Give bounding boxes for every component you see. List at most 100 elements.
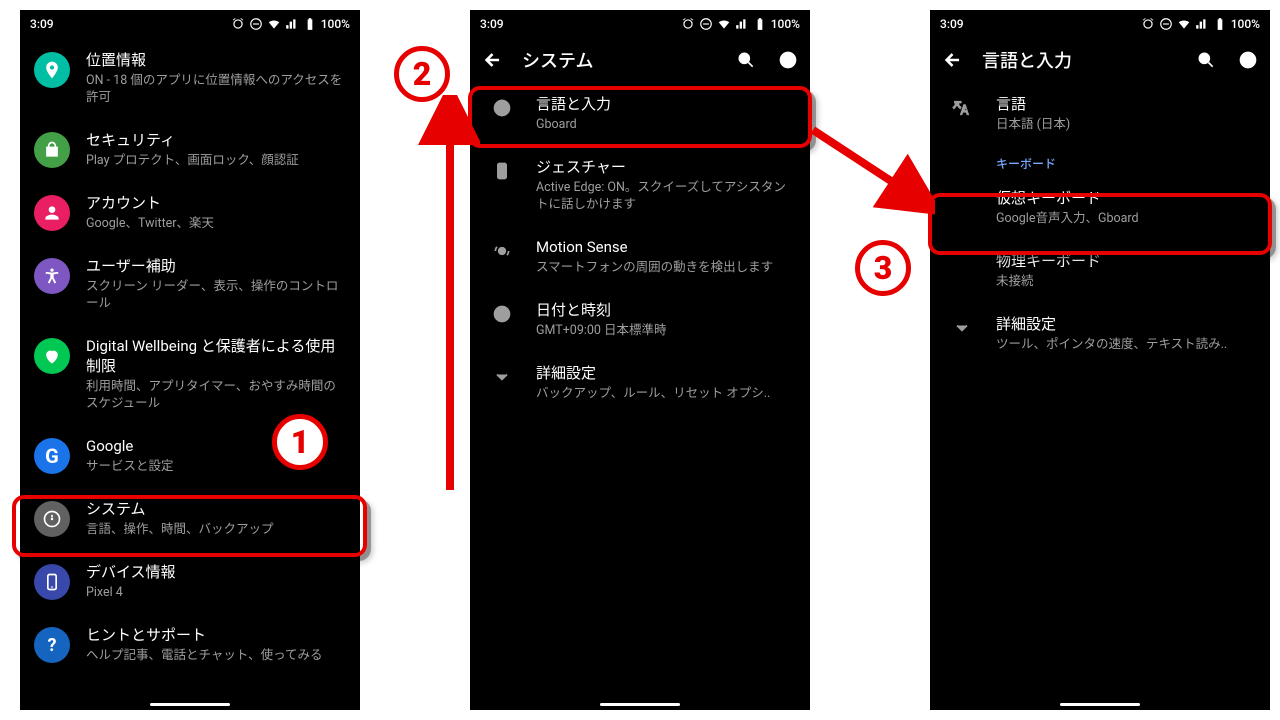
wifi-icon xyxy=(717,17,731,31)
row-title: 物理キーボード xyxy=(996,251,1256,271)
phone-screenshot-3: 3:09 100% 言語と入力 ? 言語 日本語 (日本) キーボード xyxy=(930,10,1270,710)
dnd-icon xyxy=(249,17,263,31)
battery-icon xyxy=(1213,17,1227,31)
row-title: 詳細設定 xyxy=(996,314,1256,334)
row-title: 日付と時刻 xyxy=(536,300,796,320)
status-battery: 100% xyxy=(771,17,800,31)
row-subtitle: スクリーン リーダー、表示、操作のコントロール xyxy=(86,278,346,312)
status-bar: 3:09 100% xyxy=(930,10,1270,38)
back-button[interactable] xyxy=(480,48,504,72)
row-subtitle: バックアップ、ルール、リセット オプシ.. xyxy=(536,385,796,402)
settings-item-security[interactable]: セキュリティ Play プロテクト、画面ロック、顔認証 xyxy=(20,118,360,181)
lang-item-virtual-keyboard[interactable]: 仮想キーボード Google音声入力、Gboard xyxy=(930,176,1270,239)
settings-item-system[interactable]: システム 言語、操作、時間、バックアップ xyxy=(20,487,360,550)
system-icon xyxy=(34,501,70,537)
wifi-icon xyxy=(1177,17,1191,31)
dnd-icon xyxy=(1159,17,1173,31)
annotation-circle-3: 3 xyxy=(855,240,911,296)
settings-item-help[interactable]: ? ヒントとサポート ヘルプ記事、電話とチャット、使ってみる xyxy=(20,613,360,676)
battery-icon xyxy=(303,17,317,31)
google-icon: G xyxy=(34,438,70,474)
row-title: 仮想キーボード xyxy=(996,188,1256,208)
row-title: システム xyxy=(86,499,346,519)
row-title: 詳細設定 xyxy=(536,363,796,383)
device-icon xyxy=(34,564,70,600)
row-subtitle: Gboard xyxy=(536,116,796,133)
row-subtitle: Active Edge: ON。スクイーズしてアシスタントに話しかけます xyxy=(536,179,796,213)
row-subtitle: Pixel 4 xyxy=(86,584,346,601)
lang-item-language[interactable]: 言語 日本語 (日本) xyxy=(930,82,1270,145)
row-subtitle: GMT+09:00 日本標準時 xyxy=(536,322,796,339)
signal-icon xyxy=(285,17,299,31)
clock-icon xyxy=(484,302,520,326)
system-item-language[interactable]: 言語と入力 Gboard xyxy=(470,82,810,145)
row-subtitle: Google音声入力、Gboard xyxy=(996,210,1256,227)
row-subtitle: スマートフォンの周囲の動きを検出します xyxy=(536,259,796,276)
row-subtitle: ヘルプ記事、電話とチャット、使ってみる xyxy=(86,647,346,664)
system-item-motion[interactable]: Motion Sense スマートフォンの周囲の動きを検出します xyxy=(470,225,810,288)
help-button[interactable]: ? xyxy=(776,48,800,72)
translate-icon xyxy=(944,96,980,120)
search-button[interactable] xyxy=(1194,48,1218,72)
settings-item-wellbeing[interactable]: Digital Wellbeing と保護者による使用制限 利用時間、アプリタイ… xyxy=(20,324,360,424)
annotation-arrow-2-3 xyxy=(805,120,935,220)
account-icon xyxy=(34,195,70,231)
settings-item-accessibility[interactable]: ユーザー補助 スクリーン リーダー、表示、操作のコントロール xyxy=(20,244,360,324)
row-title: デバイス情報 xyxy=(86,562,346,582)
globe-icon xyxy=(484,96,520,120)
nav-handle[interactable] xyxy=(1060,703,1140,706)
status-bar: 3:09 100% xyxy=(470,10,810,38)
settings-item-google[interactable]: G Google サービスと設定 xyxy=(20,424,360,487)
row-title: Motion Sense xyxy=(536,237,796,257)
lang-item-advanced[interactable]: 詳細設定 ツール、ポインタの速度、テキスト読み.. xyxy=(930,302,1270,365)
row-title: アカウント xyxy=(86,193,346,213)
row-title: ユーザー補助 xyxy=(86,256,346,276)
row-title: ヒントとサポート xyxy=(86,625,346,645)
settings-item-account[interactable]: アカウント Google、Twitter、楽天 xyxy=(20,181,360,244)
row-title: 位置情報 xyxy=(86,50,346,70)
system-item-date[interactable]: 日付と時刻 GMT+09:00 日本標準時 xyxy=(470,288,810,351)
status-icons: 100% xyxy=(1141,17,1260,31)
location-icon xyxy=(34,52,70,88)
alarm-icon xyxy=(231,17,245,31)
settings-item-location[interactable]: 位置情報 ON - 18 個のアプリに位置情報へのアクセスを許可 xyxy=(20,38,360,118)
row-title: Digital Wellbeing と保護者による使用制限 xyxy=(86,336,346,376)
row-subtitle: Google、Twitter、楽天 xyxy=(86,215,346,232)
back-button[interactable] xyxy=(940,48,964,72)
row-title: 言語 xyxy=(996,94,1256,114)
settings-item-device[interactable]: デバイス情報 Pixel 4 xyxy=(20,550,360,613)
row-subtitle: 利用時間、アプリタイマー、おやすみ時間のスケジュール xyxy=(86,378,346,412)
page-title: システム xyxy=(522,47,716,73)
status-time: 3:09 xyxy=(940,17,964,31)
app-bar: システム ? xyxy=(470,38,810,82)
phone-screenshot-1: 3:09 100% 位置情報 ON - 18 個のアプリに位置情報へのアクセスを… xyxy=(20,10,360,710)
row-title: セキュリティ xyxy=(86,130,346,150)
system-item-gesture[interactable]: ジェスチャー Active Edge: ON。スクイーズしてアシスタントに話しか… xyxy=(470,145,810,225)
signal-icon xyxy=(735,17,749,31)
gesture-icon xyxy=(484,159,520,183)
system-item-advanced[interactable]: 詳細設定 バックアップ、ルール、リセット オプシ.. xyxy=(470,351,810,414)
nav-handle[interactable] xyxy=(150,703,230,706)
status-time: 3:09 xyxy=(30,17,54,31)
signal-icon xyxy=(1195,17,1209,31)
row-subtitle: Play プロテクト、画面ロック、顔認証 xyxy=(86,152,346,169)
row-subtitle: ON - 18 個のアプリに位置情報へのアクセスを許可 xyxy=(86,72,346,106)
page-title: 言語と入力 xyxy=(982,47,1176,73)
accessibility-icon xyxy=(34,258,70,294)
search-button[interactable] xyxy=(734,48,758,72)
row-title: 言語と入力 xyxy=(536,94,796,114)
status-icons: 100% xyxy=(231,17,350,31)
motion-icon xyxy=(484,239,520,263)
svg-text:?: ? xyxy=(785,54,790,67)
lang-item-physical-keyboard[interactable]: 物理キーボード 未接続 xyxy=(930,239,1270,302)
security-icon xyxy=(34,132,70,168)
battery-icon xyxy=(753,17,767,31)
status-battery: 100% xyxy=(321,17,350,31)
help-button[interactable]: ? xyxy=(1236,48,1260,72)
row-subtitle: ツール、ポインタの速度、テキスト読み.. xyxy=(996,336,1256,353)
status-battery: 100% xyxy=(1231,17,1260,31)
row-title: ジェスチャー xyxy=(536,157,796,177)
section-label-keyboard: キーボード xyxy=(930,145,1270,176)
status-icons: 100% xyxy=(681,17,800,31)
nav-handle[interactable] xyxy=(600,703,680,706)
